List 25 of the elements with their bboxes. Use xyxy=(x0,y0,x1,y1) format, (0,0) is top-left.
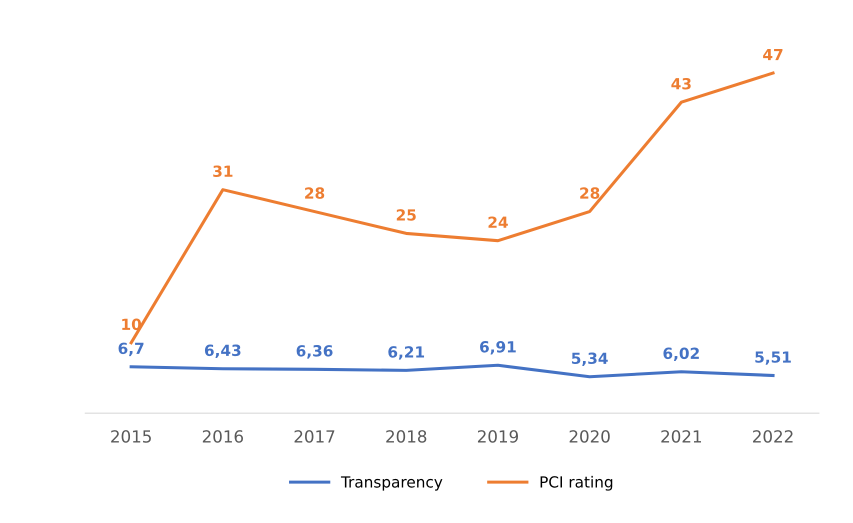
data-label: 31 xyxy=(213,165,232,177)
legend-label: Transparency xyxy=(340,476,442,491)
x-tick-label: 2020 xyxy=(570,430,610,443)
data-label: 6,7 xyxy=(118,342,144,356)
data-label: 5,34 xyxy=(572,352,608,366)
x-tick-label: 2016 xyxy=(202,430,244,443)
data-label: 47 xyxy=(763,49,782,60)
data-label: 6,02 xyxy=(663,348,699,362)
data-label: 5,51 xyxy=(755,351,791,365)
legend-label: PCI rating xyxy=(540,476,612,491)
x-tick-label: 2018 xyxy=(386,430,426,443)
x-tick-label: 2017 xyxy=(294,430,334,443)
data-label: 28 xyxy=(580,187,600,199)
data-label: 24 xyxy=(488,216,508,228)
x-tick-label: 2022 xyxy=(753,430,793,443)
x-tick-label: 2019 xyxy=(478,430,518,443)
data-label: 25 xyxy=(396,209,416,221)
data-label: 6,43 xyxy=(204,344,240,358)
x-tick-label: 2021 xyxy=(661,430,701,443)
data-label: 6,21 xyxy=(388,346,424,360)
data-label: 6,36 xyxy=(296,345,333,359)
data-label: 28 xyxy=(305,187,324,199)
data-label: 6,91 xyxy=(480,341,516,355)
x-tick-label: 2015 xyxy=(111,430,151,443)
data-label: 43 xyxy=(671,78,691,90)
